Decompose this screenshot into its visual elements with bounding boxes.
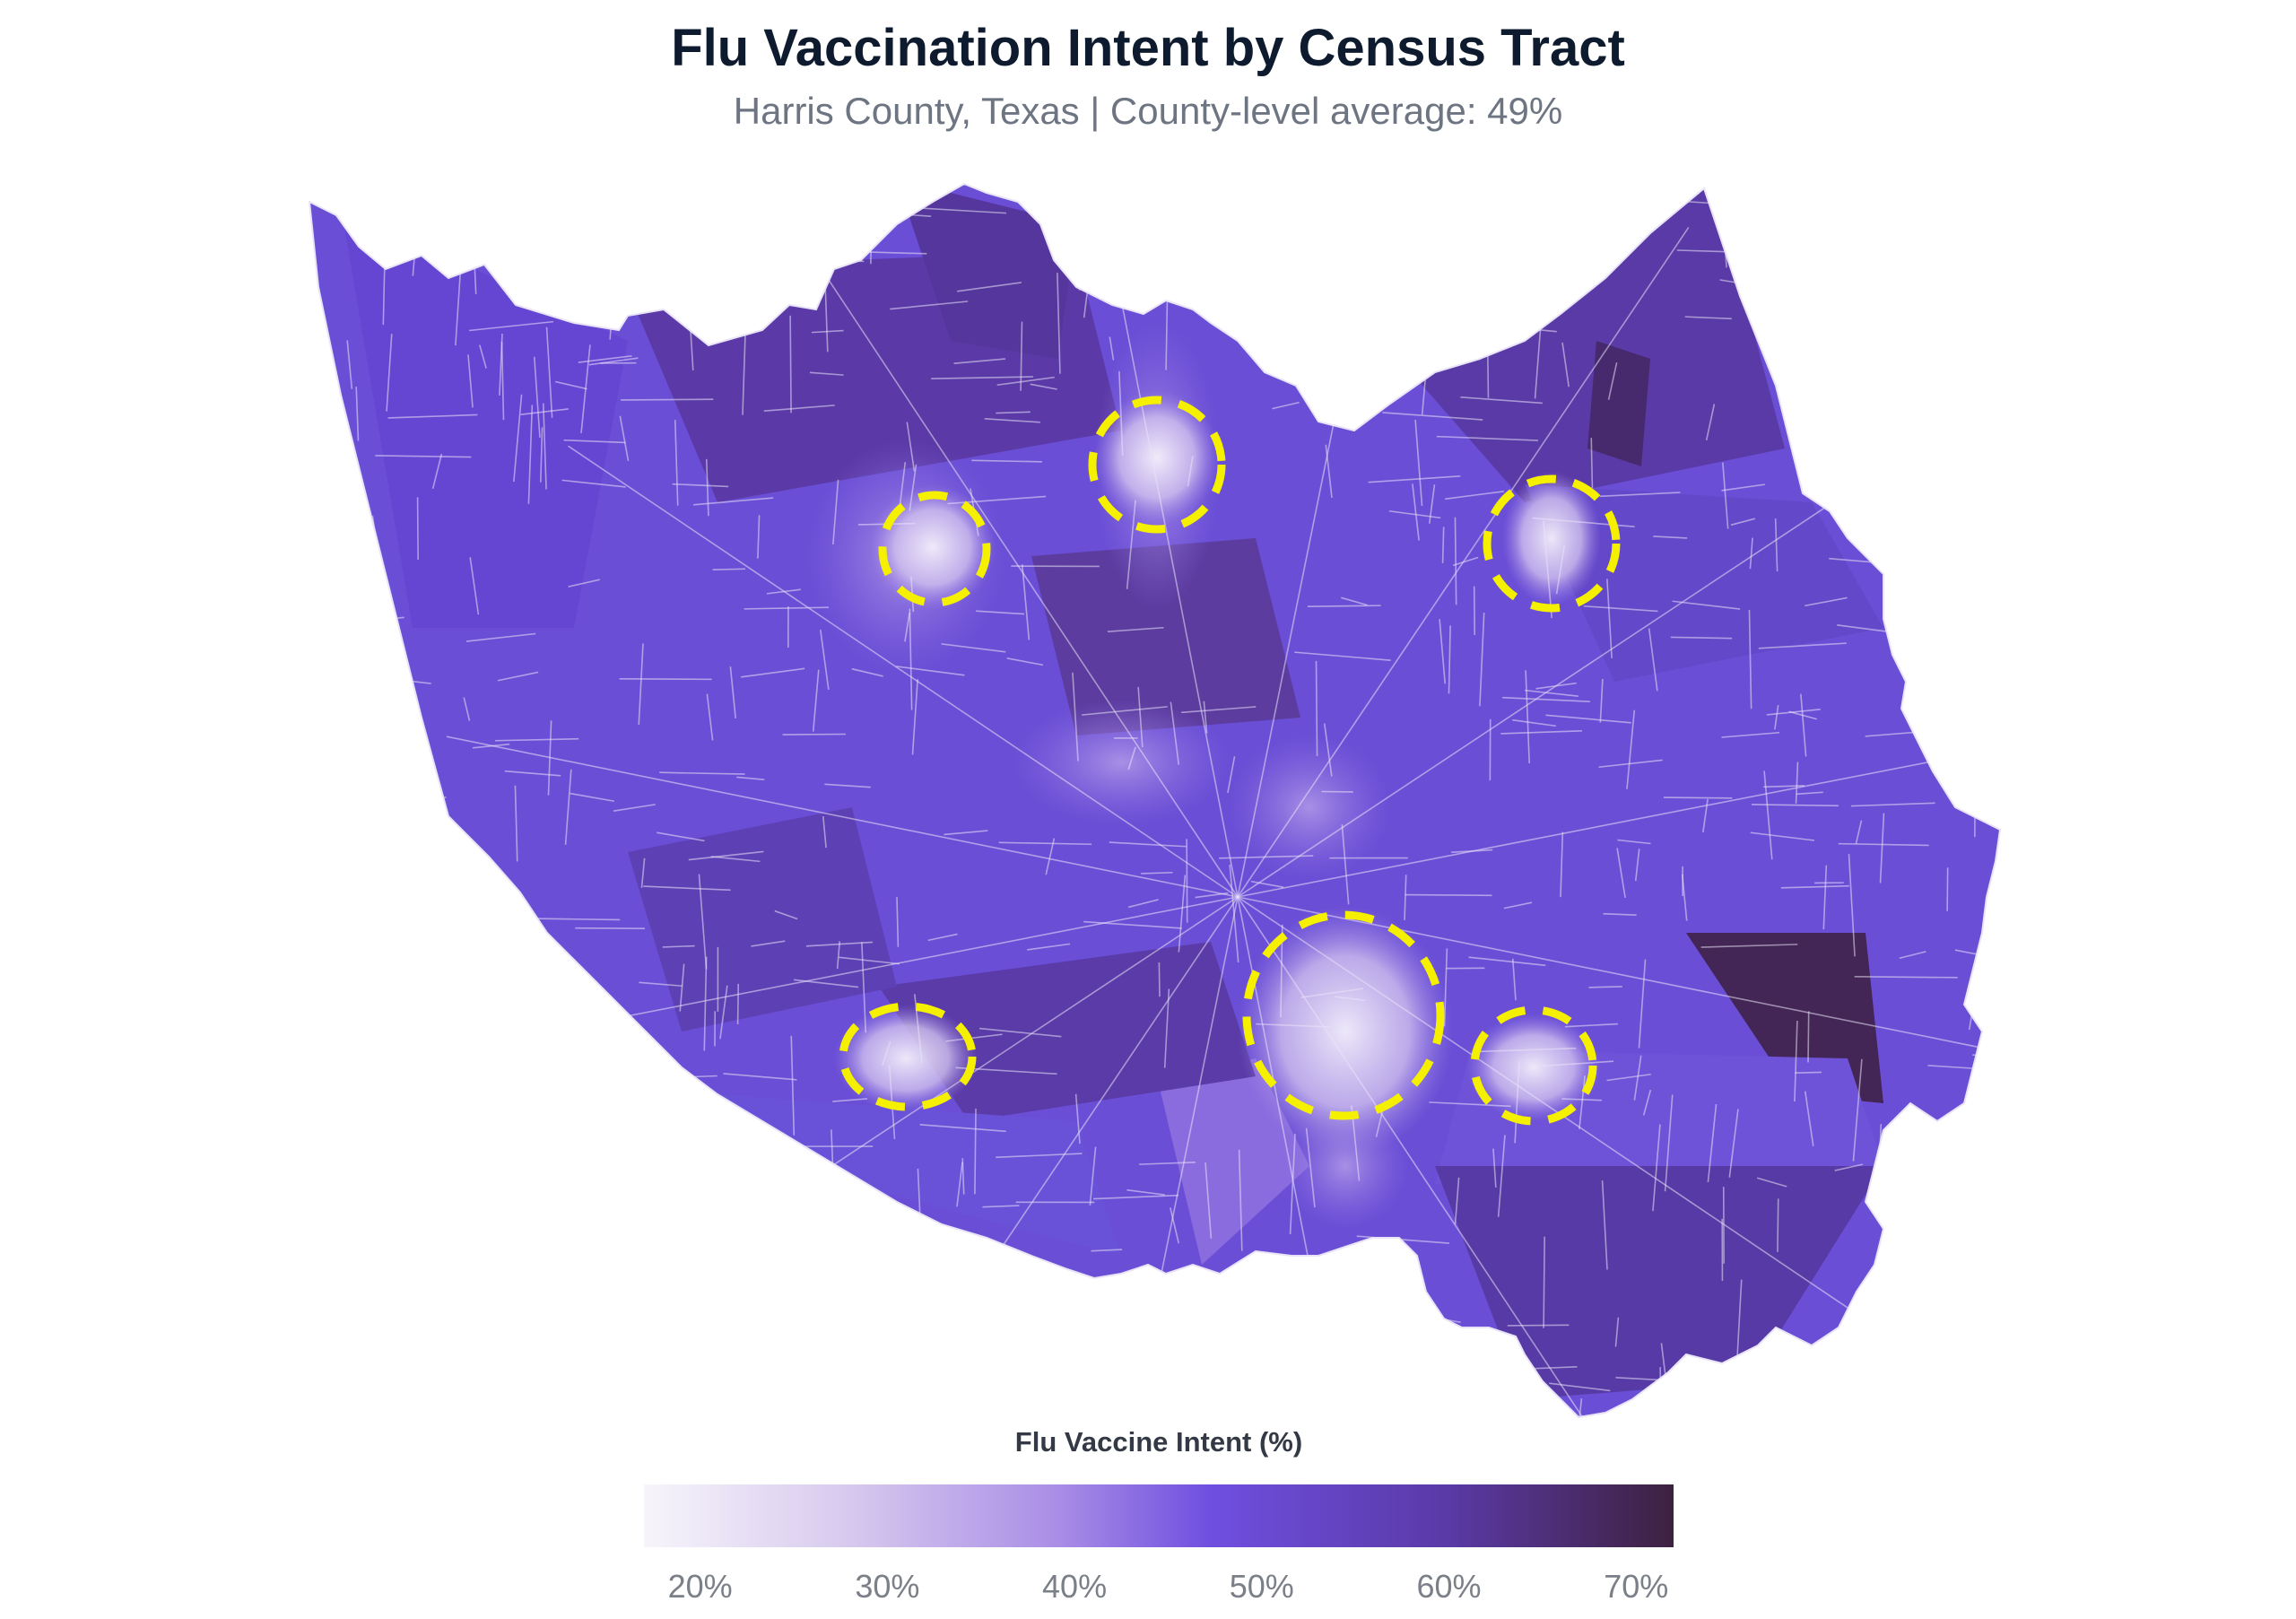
county-outline (308, 182, 2002, 1419)
map-subtitle: Harris County, Texas | County-level aver… (733, 90, 1563, 132)
legend-tick-label: 70% (1604, 1568, 1669, 1605)
highlight-north-cluster (1088, 396, 1226, 534)
highlight-northeast-cluster (1483, 474, 1621, 613)
legend-tick-label: 40% (1042, 1568, 1108, 1605)
legend-ticks: 20% 30% 40% 50% 60% 70% (644, 1568, 1674, 1613)
highlight-central-cluster (1242, 910, 1445, 1120)
highlight-southwest-cluster (839, 1002, 977, 1111)
highlight-east-cluster (1470, 1005, 1597, 1126)
legend-tick-label: 30% (855, 1568, 920, 1605)
legend-tick-label: 20% (667, 1568, 733, 1605)
legend-tick-label: 60% (1416, 1568, 1482, 1605)
county-shape (309, 184, 2000, 1417)
legend-color-bar (644, 1484, 1674, 1547)
map-title: Flu Vaccination Intent by Census Tract (671, 19, 1625, 77)
legend-title: Flu Vaccine Intent (%) (1014, 1426, 1303, 1458)
legend-tick-label: 50% (1229, 1568, 1294, 1605)
highlight-northwest-cluster (878, 491, 991, 607)
